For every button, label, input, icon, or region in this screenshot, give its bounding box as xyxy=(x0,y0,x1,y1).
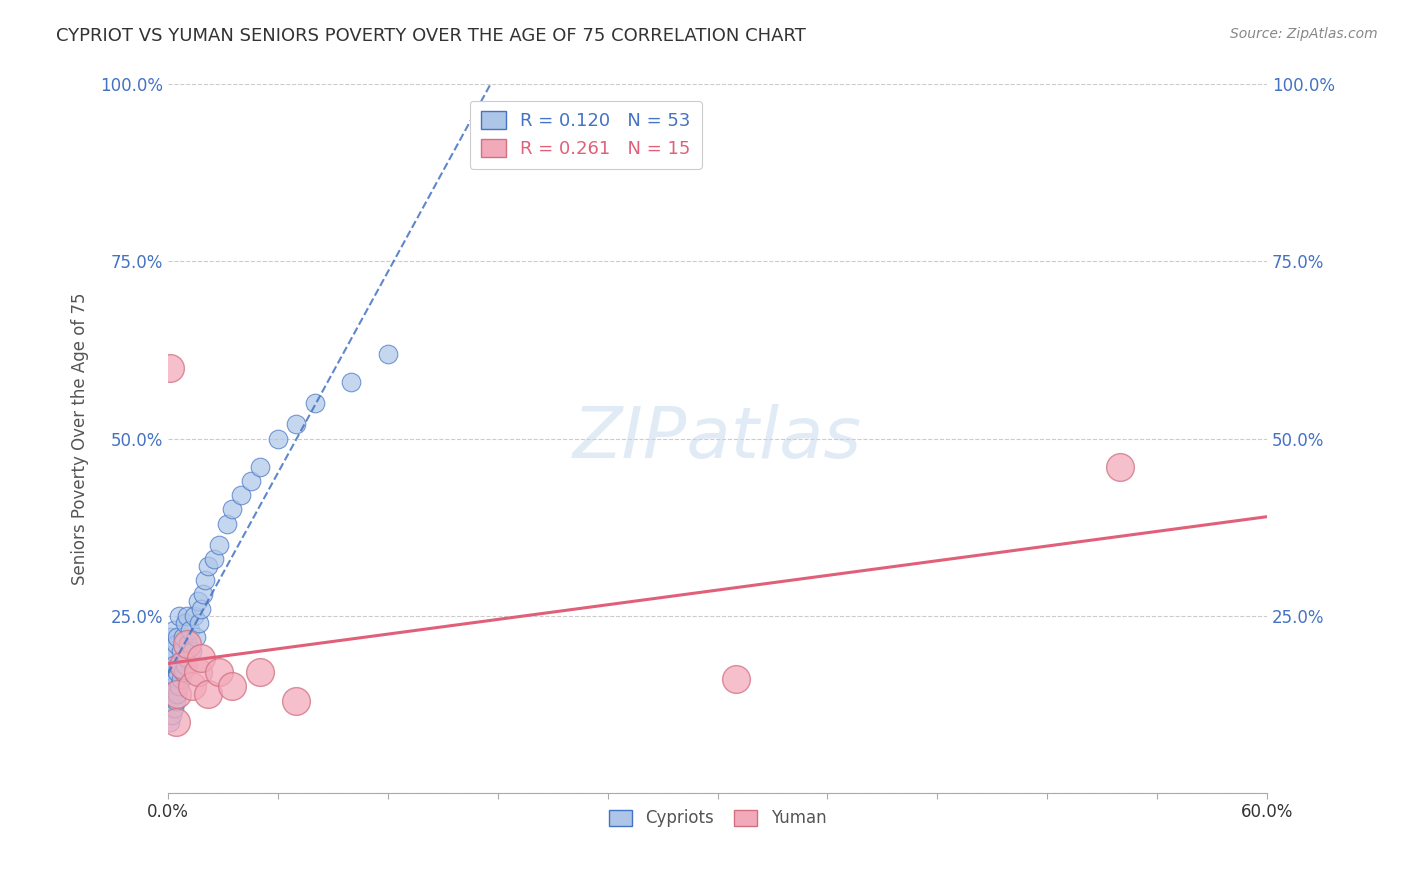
Point xyxy=(194,573,217,587)
Point xyxy=(159,360,181,375)
Point xyxy=(340,375,363,389)
Point xyxy=(221,680,243,694)
Point xyxy=(179,623,201,637)
Point xyxy=(197,686,219,700)
Point xyxy=(159,630,181,644)
Point xyxy=(165,637,187,651)
Point xyxy=(167,658,190,673)
Point xyxy=(170,673,193,687)
Point xyxy=(181,644,204,658)
Point xyxy=(167,680,190,694)
Point xyxy=(166,630,188,644)
Point xyxy=(191,587,214,601)
Point xyxy=(159,673,181,687)
Point xyxy=(249,459,271,474)
Point xyxy=(165,673,187,687)
Point xyxy=(186,594,208,608)
Point xyxy=(163,623,186,637)
Point xyxy=(190,651,212,665)
Point xyxy=(1109,459,1132,474)
Point xyxy=(166,686,188,700)
Point xyxy=(173,615,195,630)
Point xyxy=(173,658,195,673)
Point xyxy=(304,396,326,410)
Point xyxy=(190,601,212,615)
Point xyxy=(165,693,187,707)
Point xyxy=(188,615,211,630)
Point xyxy=(221,502,243,516)
Point xyxy=(202,552,225,566)
Point xyxy=(159,714,181,729)
Point xyxy=(159,651,181,665)
Point xyxy=(285,417,308,432)
Point xyxy=(176,637,198,651)
Point xyxy=(159,693,181,707)
Text: CYPRIOT VS YUMAN SENIORS POVERTY OVER THE AGE OF 75 CORRELATION CHART: CYPRIOT VS YUMAN SENIORS POVERTY OVER TH… xyxy=(56,27,806,45)
Point xyxy=(181,680,204,694)
Point xyxy=(166,686,188,700)
Point xyxy=(170,644,193,658)
Point xyxy=(724,673,747,687)
Point xyxy=(177,637,200,651)
Point xyxy=(197,559,219,574)
Point xyxy=(172,658,194,673)
Point xyxy=(208,665,231,680)
Point xyxy=(186,665,208,680)
Point xyxy=(163,700,186,714)
Point xyxy=(166,665,188,680)
Y-axis label: Seniors Poverty Over the Age of 75: Seniors Poverty Over the Age of 75 xyxy=(72,293,89,585)
Point xyxy=(176,608,198,623)
Point xyxy=(160,665,183,680)
Point xyxy=(231,488,253,502)
Point xyxy=(239,474,262,488)
Text: ZIPatlas: ZIPatlas xyxy=(574,404,862,473)
Point xyxy=(160,644,183,658)
Point xyxy=(172,630,194,644)
Point xyxy=(163,680,186,694)
Point xyxy=(183,608,205,623)
Point xyxy=(165,714,187,729)
Point xyxy=(184,630,207,644)
Point xyxy=(208,538,231,552)
Point xyxy=(167,608,190,623)
Point xyxy=(215,516,238,531)
Point xyxy=(377,346,399,360)
Point xyxy=(285,693,308,707)
Point xyxy=(267,432,290,446)
Point xyxy=(249,665,271,680)
Point xyxy=(176,651,198,665)
Point xyxy=(160,707,183,722)
Point xyxy=(160,686,183,700)
Point xyxy=(172,665,194,680)
Legend: Cypriots, Yuman: Cypriots, Yuman xyxy=(602,803,834,834)
Text: Source: ZipAtlas.com: Source: ZipAtlas.com xyxy=(1230,27,1378,41)
Point xyxy=(163,658,186,673)
